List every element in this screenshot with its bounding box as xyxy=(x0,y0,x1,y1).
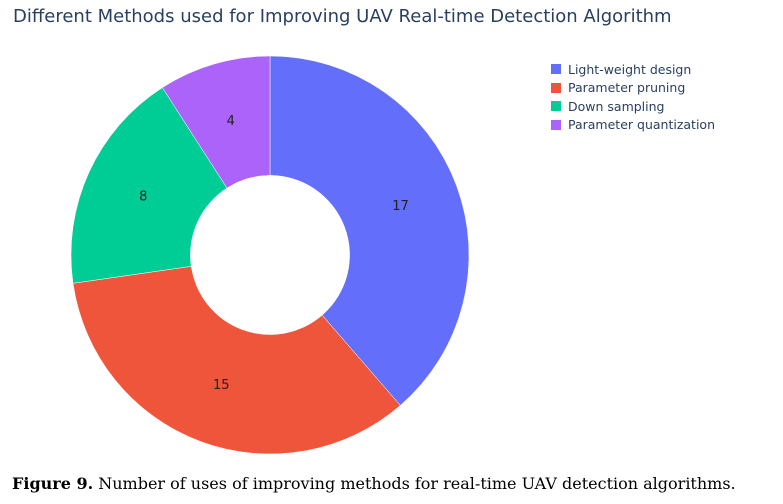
slice-down-sampling xyxy=(70,87,228,284)
slice-parameter-pruning xyxy=(72,266,401,455)
legend-label: Parameter pruning xyxy=(568,80,686,96)
chart-legend: Light-weight design Parameter pruning Down… xyxy=(551,60,715,134)
legend-label: Down sampling xyxy=(568,98,665,114)
legend-swatch xyxy=(551,64,561,75)
slice-value-label: 15 xyxy=(213,378,230,393)
chart-title: Different Methods used for Improving UAV… xyxy=(13,6,672,27)
caption-label: Figure 9. xyxy=(12,474,94,493)
slice-value-label: 17 xyxy=(392,199,409,214)
slice-parameter-quantization xyxy=(162,55,271,189)
legend-item-parameter-pruning[interactable]: Parameter pruning xyxy=(551,79,715,98)
slice-light-weight-design xyxy=(269,55,470,406)
legend-item-light-weight-design[interactable]: Light-weight design xyxy=(551,60,715,79)
figure-caption: Figure 9. Number of uses of improving me… xyxy=(12,474,777,493)
slice-value-label: 8 xyxy=(139,190,147,205)
slice-value-label: 4 xyxy=(227,114,235,129)
caption-text: Number of uses of improving methods for … xyxy=(93,474,736,493)
legend-label: Parameter quantization xyxy=(568,117,715,133)
donut-chart: 17 15 8 4 xyxy=(70,55,470,455)
legend-swatch xyxy=(551,119,561,130)
legend-label: Light-weight design xyxy=(568,61,692,77)
legend-item-parameter-quantization[interactable]: Parameter quantization xyxy=(551,116,715,135)
legend-swatch xyxy=(551,82,561,93)
legend-item-down-sampling[interactable]: Down sampling xyxy=(551,97,715,116)
legend-swatch xyxy=(551,101,561,112)
